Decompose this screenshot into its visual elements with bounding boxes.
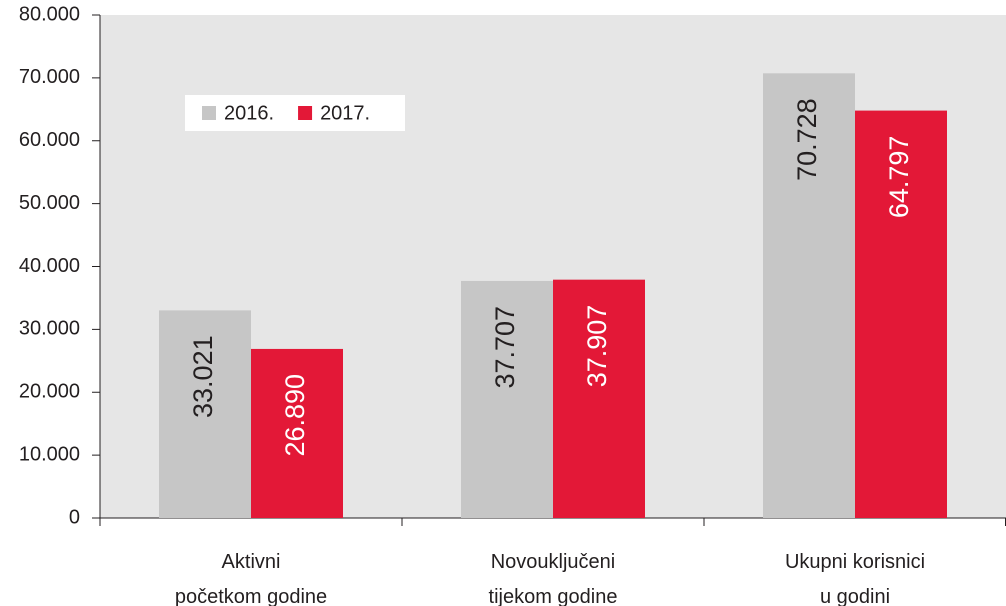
legend-label: 2016. [224, 102, 274, 124]
x-tick-label: Novouključeni tijekom godine [489, 551, 618, 606]
value-label: 26.890 [280, 374, 310, 457]
legend: 2016. 2017. [185, 95, 405, 131]
bar [855, 110, 947, 518]
x-tick-label-line: Aktivni [222, 551, 281, 573]
x-tick-label-line: u godini [820, 586, 890, 606]
legend-swatch [298, 106, 313, 120]
y-tick-label: 20.000 [19, 381, 80, 403]
y-tick-label: 10.000 [19, 443, 80, 465]
y-tick-label: 60.000 [19, 129, 80, 151]
x-tick-label-line: početkom godine [175, 586, 327, 606]
x-tick-label-line: Ukupni korisnici [785, 551, 925, 573]
bar [159, 310, 251, 518]
y-tick-label: 30.000 [19, 318, 80, 340]
bar [553, 279, 645, 518]
value-label: 33.021 [188, 335, 218, 418]
y-tick-label: 40.000 [19, 255, 80, 277]
x-tick-label: Ukupni korisnici u godini [785, 551, 925, 606]
x-tick-label-line: Novouključeni [491, 551, 616, 573]
value-label: 37.907 [582, 305, 612, 388]
y-tick-label: 70.000 [19, 66, 80, 88]
y-tick-label: 50.000 [19, 192, 80, 214]
legend-swatch [202, 106, 216, 120]
value-label: 70.728 [792, 98, 822, 181]
bar [251, 348, 343, 518]
value-label: 64.797 [884, 136, 914, 219]
x-tick-label: Aktivni početkom godine [175, 551, 327, 606]
x-tick-label-line: tijekom godine [489, 586, 618, 606]
legend-label: 2017. [320, 102, 370, 124]
legend-box [185, 95, 405, 131]
bar [763, 73, 855, 518]
y-tick-label: 80.000 [19, 3, 80, 25]
bar [461, 280, 553, 518]
value-label: 37.707 [490, 306, 520, 389]
y-tick-label: 0 [69, 506, 80, 528]
